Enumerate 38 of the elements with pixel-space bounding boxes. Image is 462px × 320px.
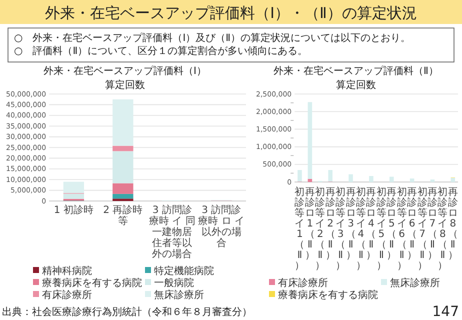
x-tick-label: 再診ロ3（Ⅱ） (346, 187, 356, 261)
x-tick-label: 初診等イ4（Ⅱ） (356, 186, 366, 272)
text: 147 (432, 304, 459, 320)
x-tick-label: 3 訪問診療時 イ 同一建物居住者等以外の場合 (148, 204, 196, 260)
chart-title: 外来・在宅ベースアップ評価料（Ⅰ） (44, 65, 206, 77)
x-tick-label: 再診ロ4（Ⅱ） (366, 187, 376, 261)
legend-label: 有床診療所 (42, 289, 92, 301)
x-tick-label: 初診等イ6（Ⅱ） (396, 186, 407, 272)
chart-subtitle: 算定回数 (105, 79, 145, 91)
x-tick-label: 2 再診時等 (103, 204, 143, 227)
legend-label: 無床診療所 (390, 277, 440, 289)
source-note: 出典：社会医療診療行為別統計（令和６年８月審査分） (2, 306, 252, 318)
chart-title: 外来・在宅ベースアップ評価料（Ⅱ） (274, 65, 438, 77)
x-tick-label: 再診ロ8（Ⅱ） (448, 187, 458, 261)
x-tick-label: 再診ロ1（Ⅱ） (304, 187, 315, 261)
x-tick-label: 再診ロ6（Ⅱ） (407, 187, 418, 261)
x-tick-label: 初診等イ2（Ⅱ） (315, 186, 326, 272)
chart-subtitle: 算定回数 (336, 79, 376, 91)
text: ○ 外来・在宅ベースアップ評価料（Ⅰ）及び（Ⅱ）の算定状況については以下のとおり。 (14, 32, 411, 44)
legend-label: 一般病院 (154, 277, 194, 289)
x-tick-label: 再診ロ2（Ⅱ） (325, 187, 336, 261)
x-tick-label: 再診ロ5（Ⅱ） (386, 187, 397, 261)
legend-label: 精神科病院 (42, 265, 92, 277)
x-tick-label: 初診等イ7（Ⅱ） (417, 186, 428, 272)
legend-label: 療養病床を有する病院 (42, 277, 142, 289)
x-tick-label: 再診ロ7（Ⅱ） (427, 187, 438, 261)
x-tick-label: 3 訪問診療時 ロ イ以外の場合 (198, 204, 245, 249)
x-tick-label: 初診等イ5（Ⅱ） (376, 186, 386, 272)
legend-label: 有床診療所 (278, 277, 328, 289)
legend-label: 無床診療所 (154, 289, 204, 301)
x-tick-label: 初診等イ1（Ⅱ） (294, 186, 305, 272)
text: ○ 評価料（Ⅱ）について、区分１の算定割合が多い傾向にある。 (14, 45, 308, 57)
legend-label: 療養病床を有する病院 (278, 289, 378, 301)
x-tick-label: 初診等イ8（Ⅱ） (438, 186, 448, 272)
x-tick-label: 1 初診時 (54, 204, 94, 216)
legend-label: 特定機能病院 (154, 265, 214, 277)
x-tick-label: 初診等イ3（Ⅱ） (336, 186, 346, 272)
text: 外来・在宅ベースアップ評価料（Ⅰ）・（Ⅱ）の算定状況 (45, 4, 417, 22)
